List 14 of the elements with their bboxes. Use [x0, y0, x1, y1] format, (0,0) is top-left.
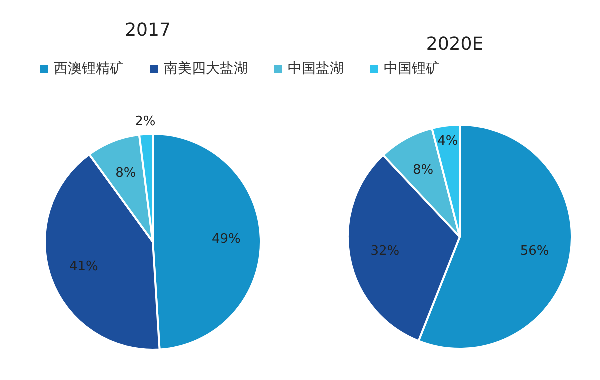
data-label: 32%: [370, 244, 400, 259]
data-label: 8%: [412, 162, 434, 178]
data-label: 56%: [520, 244, 550, 259]
legend-label: 中国锂矿: [384, 60, 440, 78]
data-label: 41%: [69, 259, 98, 274]
legend-label: 中国盐湖: [288, 60, 344, 78]
data-label: 8%: [116, 166, 136, 182]
chart-title: 2020E: [425, 34, 485, 55]
legend-label: 南美四大盐湖: [164, 60, 248, 78]
data-label: 2%: [135, 114, 156, 130]
chart-title: 2017: [124, 20, 172, 41]
data-label: 4%: [438, 134, 458, 149]
legend-label: 西澳锂精矿: [54, 60, 124, 78]
data-label: 49%: [212, 232, 241, 248]
